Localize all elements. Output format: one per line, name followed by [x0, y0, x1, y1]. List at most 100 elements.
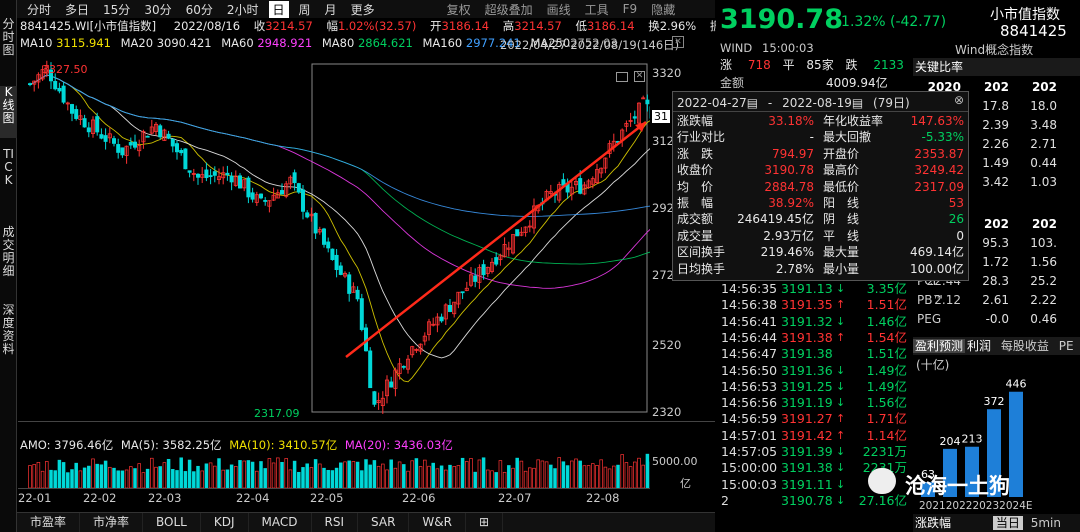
candle-body — [401, 365, 406, 368]
breadth-row: 涨 718 平 85家 跌 2133 — [720, 58, 904, 72]
volume-bar — [120, 470, 125, 488]
candle-body — [628, 120, 633, 122]
tool-btn[interactable]: 工具 — [584, 2, 609, 17]
indicator-tab[interactable]: 市净率 — [80, 513, 144, 532]
candle-body — [95, 116, 100, 133]
volume-bar — [40, 470, 45, 488]
forecast-bar — [943, 448, 957, 497]
volume-bar — [339, 462, 343, 488]
period-tab[interactable]: 分时 — [27, 2, 52, 17]
tool-btn[interactable]: 隐藏 — [651, 2, 676, 17]
bar-high: 3214.57 — [514, 19, 562, 33]
add-indicator-icon[interactable]: ⊞ — [466, 513, 504, 532]
period-tab[interactable]: 60分 — [185, 2, 213, 17]
x-axis-label: 22-07 — [498, 491, 532, 505]
volume-bar — [322, 467, 326, 488]
tab-trades[interactable]: 成交明细 — [2, 225, 15, 278]
period-tab[interactable]: 月 — [324, 2, 337, 17]
indicator-tab[interactable]: 市盈率 — [17, 513, 81, 532]
kline-chart[interactable]: 3327.50 2317.09 — [18, 52, 650, 420]
volume-bar — [519, 460, 524, 488]
close-box-icon[interactable]: ✕ — [634, 71, 645, 82]
selection-range-label: 2022/04/27-2022/08/19(146日) — [500, 38, 680, 52]
candle-body — [86, 127, 91, 133]
volume-bar — [129, 466, 133, 488]
period-tab[interactable]: 2小时 — [226, 2, 259, 17]
indicator-tab[interactable]: SAR — [358, 513, 410, 532]
volume-bar — [528, 467, 532, 488]
indicator-tab[interactable]: KDJ — [201, 513, 249, 532]
candle-body — [82, 118, 87, 128]
candle-body — [174, 143, 179, 153]
ma-line — [29, 74, 650, 265]
candle-body — [124, 145, 129, 156]
tab-profit[interactable]: 利润 — [967, 339, 992, 353]
volume-bar — [448, 464, 452, 488]
tab-kline[interactable]: K线图 — [0, 86, 17, 138]
tool-btn[interactable]: 画线 — [546, 2, 571, 17]
tab-eps[interactable]: 每股收益 — [1000, 339, 1049, 353]
tab-tick[interactable]: TICK — [3, 147, 14, 187]
period-tab[interactable]: 周 — [298, 2, 311, 17]
candle-body — [237, 175, 242, 189]
candle-body — [641, 97, 646, 100]
index-code-right: 8841425 — [1000, 22, 1067, 40]
stat-row: 涨 跌 794.97 开盘价 2353.87 — [677, 146, 964, 161]
today-button[interactable]: 当日 — [992, 516, 1023, 530]
tab-forecast[interactable]: 盈利预测 — [913, 339, 966, 353]
indicator-tab[interactable]: MACD — [249, 513, 312, 532]
tick-row: 2 3190.78 ↓ 27.16亿 — [721, 492, 907, 508]
period-tab[interactable]: 30分 — [144, 2, 172, 17]
candle-body — [515, 229, 520, 237]
volume-bar — [444, 469, 448, 488]
ma-line — [29, 74, 650, 289]
forecast-value: 204 — [940, 435, 961, 448]
ma80-value: 2864.621 — [357, 36, 413, 50]
window-icon[interactable] — [616, 72, 628, 82]
candle-body — [40, 69, 45, 80]
tool-btn[interactable]: 超级叠加 — [484, 2, 533, 17]
candle-body — [271, 194, 276, 201]
volume-bar — [208, 462, 213, 488]
candle-body — [116, 144, 121, 153]
close-popup-icon[interactable]: ⊗ — [953, 93, 964, 107]
range-start-input[interactable]: 2022-04-27 — [677, 96, 747, 110]
period-tab-day[interactable]: 日 — [268, 0, 289, 18]
x-axis-label: 22-03 — [148, 491, 182, 505]
candle-body — [586, 180, 591, 188]
volume-bar — [246, 460, 251, 488]
volume-bar — [612, 465, 616, 488]
axis-label: 2320 — [652, 405, 682, 419]
candle-body — [44, 65, 49, 74]
volume-bar — [540, 460, 545, 488]
volume-bar — [385, 469, 389, 488]
volume-bar — [502, 471, 507, 488]
period-tab[interactable]: 多日 — [65, 2, 90, 17]
range-days: (79日) — [873, 96, 910, 110]
x-axis-label: 22-05 — [310, 491, 344, 505]
volume-bar — [334, 467, 339, 488]
range-end-input[interactable]: 2022-08-19 — [782, 96, 852, 110]
volume-bar — [271, 462, 276, 488]
candle-body — [65, 102, 70, 105]
volume-bar — [397, 461, 402, 488]
close-icon[interactable]: ✕ — [672, 36, 684, 48]
tab-depth[interactable]: 深度资料 — [2, 303, 15, 356]
tool-btn[interactable]: 复权 — [446, 2, 471, 17]
volume-bar — [494, 472, 498, 488]
tab-timeshare[interactable]: 分时图 — [2, 17, 15, 57]
indicator-tab[interactable]: W&R — [409, 513, 466, 532]
indicator-tab[interactable]: BOLL — [143, 513, 201, 532]
period-tab[interactable]: 更多 — [350, 2, 375, 17]
candle-body — [368, 350, 373, 389]
five-min-button[interactable]: 5min — [1030, 516, 1061, 530]
tool-btn[interactable]: F9 — [622, 2, 638, 16]
indicator-tab[interactable]: RSI — [312, 513, 359, 532]
candle-body — [309, 213, 314, 217]
volume-bar — [574, 458, 578, 488]
unchanged: 85家 — [806, 58, 834, 72]
tab-pe[interactable]: PE — [1058, 339, 1074, 353]
volume-bar — [591, 463, 595, 488]
period-tab[interactable]: 15分 — [103, 2, 131, 17]
volume-bar — [28, 465, 32, 488]
